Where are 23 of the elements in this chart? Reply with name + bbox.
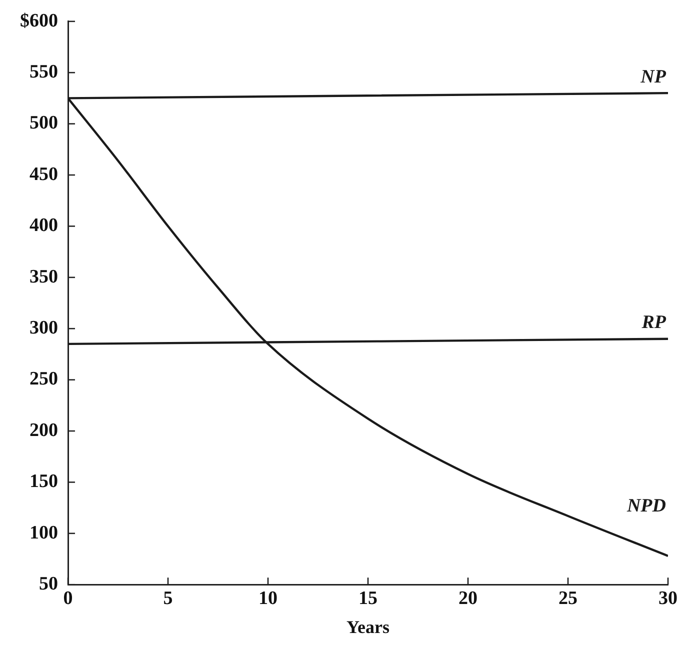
y-tick-label: 400: [30, 215, 58, 236]
y-tick-label: 500: [30, 112, 58, 134]
x-tick-label: 10: [258, 588, 278, 609]
x-tick-label: 20: [458, 588, 478, 609]
x-tick-label: 5: [163, 588, 173, 609]
y-tick-label: 150: [30, 471, 58, 492]
y-tick-label: 350: [30, 266, 58, 288]
y-tick-label: $600: [20, 10, 58, 32]
x-tick-label: 30: [658, 588, 678, 609]
y-tick-label: 450: [30, 164, 58, 185]
x-axis-title: Years: [346, 616, 390, 637]
y-tick-label: 550: [30, 62, 58, 83]
y-tick-label: 200: [30, 420, 58, 441]
series-label: NP: [640, 66, 666, 88]
x-tick-label: 15: [358, 588, 378, 609]
y-tick-label: 300: [30, 318, 58, 339]
series-label: RP: [640, 312, 666, 334]
x-tick-label: 25: [558, 588, 578, 609]
y-tick-label: 50: [39, 574, 58, 595]
series-label: NPD: [626, 495, 666, 516]
y-tick-label: 100: [30, 522, 58, 544]
y-tick-label: 250: [30, 368, 58, 390]
x-tick-label: 0: [63, 588, 73, 609]
